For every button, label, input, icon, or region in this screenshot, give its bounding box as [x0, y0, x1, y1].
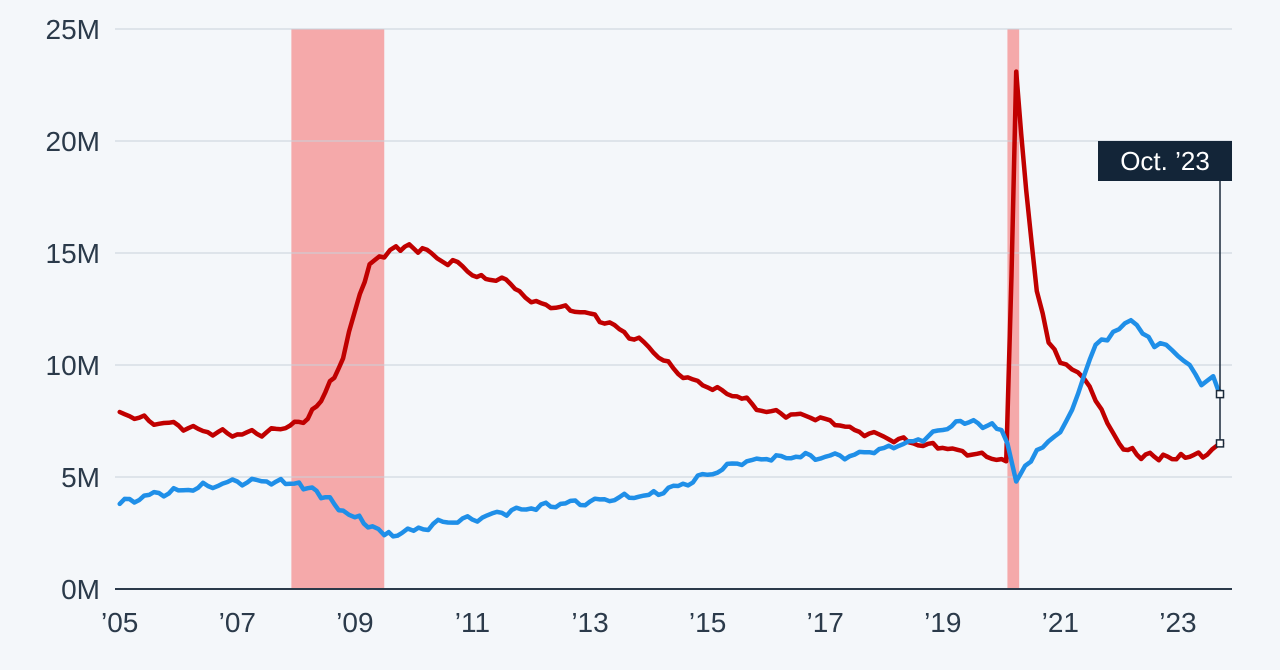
callout-box	[1098, 141, 1233, 181]
y-tick-label: 15M	[46, 238, 100, 269]
annotation-callout: Oct. ’23	[1098, 141, 1233, 448]
x-tick-label: ’19	[924, 607, 961, 638]
series-lines	[117, 69, 1225, 539]
x-tick-label: ’05	[101, 607, 138, 638]
x-tick-labels: ’05 ’07 ’09 ’11 ’13 ’15 ’17 ’19 ’21 ’23	[101, 607, 1197, 638]
callout-marker-series-1	[1215, 389, 1225, 399]
y-tick-label: 20M	[46, 126, 100, 157]
shaded-period-1	[291, 29, 385, 589]
x-tick-label: ’09	[336, 607, 373, 638]
y-tick-labels: 0M 5M 10M 15M 20M 25M	[46, 14, 100, 605]
callout-marker-series-2	[1215, 439, 1225, 448]
y-tick-label: 25M	[46, 14, 100, 45]
x-tick-label: ’21	[1042, 607, 1079, 638]
x-tick-label: ’17	[806, 607, 843, 638]
y-tick-label: 0M	[61, 574, 100, 605]
x-tick-label: ’11	[455, 607, 490, 638]
y-tick-label: 10M	[46, 350, 100, 381]
shaded-period-2	[1007, 29, 1020, 589]
recession-shading	[291, 29, 1020, 589]
x-tick-label: ’15	[689, 607, 726, 638]
x-tick-label: ’23	[1159, 607, 1196, 638]
x-tick-label: ’13	[571, 607, 608, 638]
y-tick-label: 5M	[61, 462, 100, 493]
series-line-1	[117, 69, 1225, 464]
callout-label: Oct. ’23	[1120, 146, 1210, 176]
y-gridlines	[115, 28, 1232, 478]
x-tick-label: ’07	[219, 607, 256, 638]
series-line-2	[117, 317, 1225, 539]
